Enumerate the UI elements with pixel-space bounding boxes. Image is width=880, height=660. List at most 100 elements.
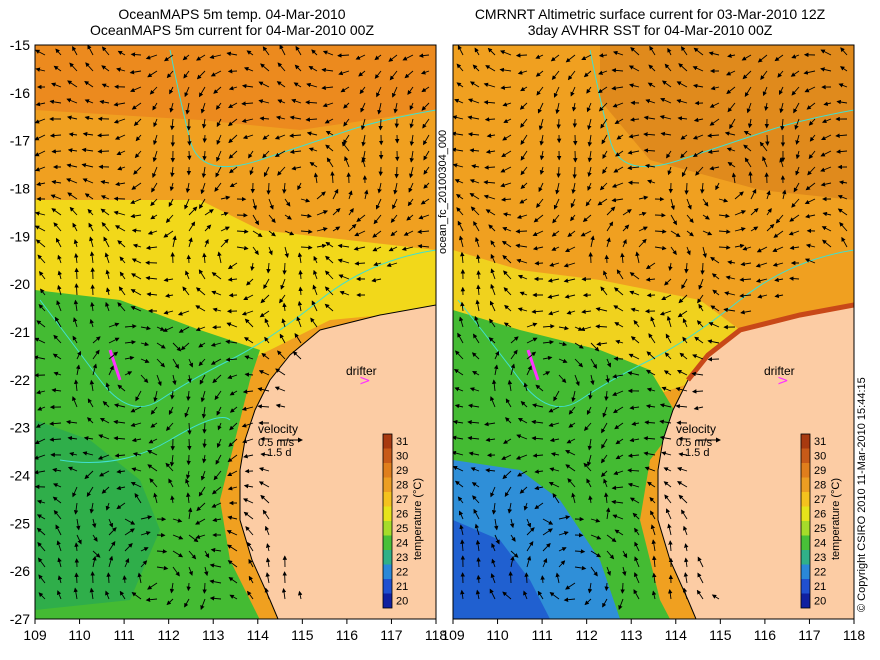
current-vector [262, 509, 270, 520]
current-vector [354, 261, 366, 266]
current-vector [670, 214, 677, 226]
current-vector [743, 144, 752, 152]
current-vector [536, 86, 544, 96]
current-vector [409, 150, 415, 163]
current-vector [202, 134, 207, 143]
current-vector [147, 582, 158, 590]
current-vector [145, 597, 158, 602]
current-vector [89, 502, 95, 514]
current-vector [515, 243, 528, 249]
current-vector [124, 542, 133, 552]
current-vector [316, 210, 329, 216]
current-vector [649, 45, 656, 56]
colorbar-swatch [801, 506, 810, 521]
current-vector [119, 256, 126, 264]
current-vector [423, 182, 430, 189]
current-vector [533, 214, 544, 223]
current-vector [840, 47, 848, 56]
current-vector [670, 230, 681, 237]
right-x-axis: 109 110 111 112 113 114 115 116 117 118 [441, 619, 865, 643]
current-vector [750, 207, 759, 216]
current-vector [131, 273, 142, 280]
current-vector [213, 470, 222, 481]
current-vector [779, 157, 784, 168]
current-vector [324, 118, 334, 124]
current-vector [361, 134, 366, 147]
current-vector [162, 326, 174, 332]
current-vector [581, 54, 592, 61]
current-vector [622, 209, 632, 216]
current-vector [184, 198, 190, 210]
current-vector [571, 102, 577, 112]
current-vector [131, 592, 142, 600]
current-vector [124, 518, 136, 525]
current-vector [92, 336, 101, 344]
current-vector [264, 525, 270, 536]
x-tick-label: 114 [665, 627, 688, 643]
current-vector [260, 452, 270, 457]
current-vector [555, 102, 560, 115]
current-vector [227, 470, 238, 477]
current-vector [375, 198, 382, 210]
current-vector [726, 70, 736, 76]
current-vector [250, 262, 255, 272]
current-vector [686, 230, 694, 237]
current-vector [305, 117, 318, 122]
current-vector [172, 550, 184, 558]
current-vector [236, 245, 249, 251]
colorbar-swatch [801, 477, 810, 492]
current-vector [502, 212, 512, 217]
current-vector [182, 54, 190, 61]
current-vector [156, 374, 162, 387]
current-vector [500, 85, 512, 90]
current-vector [364, 189, 369, 200]
current-vector [343, 102, 350, 109]
current-vector [805, 213, 816, 219]
current-vector [170, 390, 175, 400]
current-vector [654, 229, 667, 234]
colorbar-tick-label: 23 [396, 552, 408, 564]
current-vector [67, 80, 78, 88]
current-vector [258, 81, 270, 88]
current-vector [389, 70, 398, 81]
current-vector [108, 527, 117, 536]
right-map [453, 45, 854, 619]
current-vector [67, 115, 78, 120]
current-vector [309, 162, 318, 168]
current-vector [260, 494, 270, 504]
current-vector [766, 223, 775, 232]
current-vector [225, 357, 238, 362]
current-vector [409, 134, 415, 147]
current-vector [535, 70, 544, 77]
current-vector [718, 229, 731, 234]
current-vector [91, 518, 97, 529]
current-vector [130, 86, 142, 92]
current-vector [246, 50, 254, 56]
current-vector [74, 267, 79, 280]
current-vector [140, 560, 148, 568]
current-vector [151, 182, 158, 193]
current-vector [38, 592, 46, 600]
current-vector [724, 131, 736, 136]
current-vector [708, 51, 720, 56]
current-vector [200, 182, 206, 195]
current-vector [453, 115, 464, 120]
current-vector [321, 85, 334, 91]
current-vector [50, 194, 62, 200]
current-vector [215, 454, 222, 465]
current-vector [376, 86, 382, 98]
current-vector [130, 422, 142, 427]
current-vector [386, 262, 398, 268]
current-vector [165, 214, 174, 224]
current-vector [130, 52, 142, 57]
current-vector [108, 555, 114, 568]
right-drifter-track [526, 349, 540, 381]
left-title: OceanMAPS 5m temp. 04-Mar-2010 OceanMAPS… [32, 6, 432, 38]
current-vector [188, 358, 194, 368]
current-vector [266, 262, 271, 274]
current-vector [204, 550, 210, 559]
current-vector [116, 469, 126, 474]
colorbar-tick-label: 20 [814, 596, 826, 608]
current-vector [215, 166, 222, 178]
current-vector [473, 220, 480, 232]
